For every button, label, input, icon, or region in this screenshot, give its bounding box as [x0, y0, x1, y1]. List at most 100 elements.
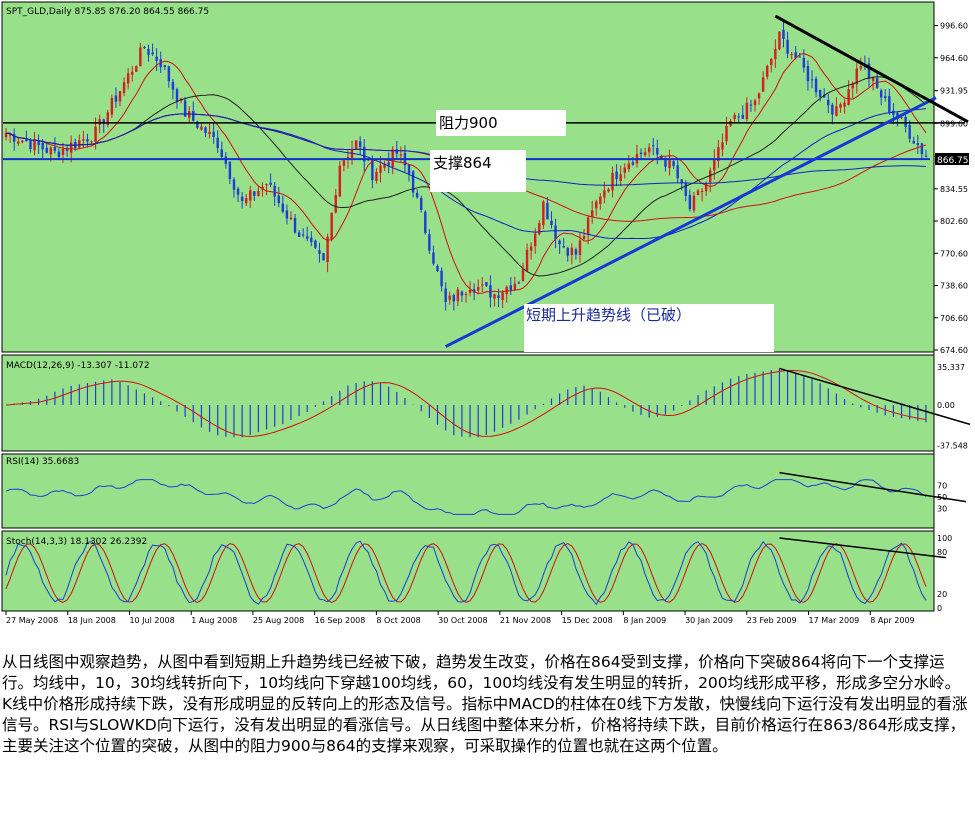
macd-divergence-line — [779, 367, 971, 426]
candle-body-168 — [688, 195, 692, 210]
candle-body-194 — [794, 52, 797, 58]
candle-body-222 — [908, 124, 911, 139]
candle-body-42 — [175, 89, 179, 102]
analysis-text: 从日线图中观察趋势，从图中看到短期上升趋势线已经被下破，趋势发生改变，价格在86… — [2, 653, 968, 755]
candle-body-131 — [538, 223, 541, 235]
price-tick-1: 964.60 — [940, 54, 968, 63]
x-tick-1: 18 Jun 2008 — [68, 616, 116, 625]
candle-body-16 — [69, 142, 73, 153]
x-tick-5: 16 Sep 2008 — [315, 616, 366, 625]
candle-body-149 — [611, 172, 614, 191]
x-tick-10: 8 Jan 2009 — [623, 616, 666, 625]
candle-body-174 — [713, 159, 716, 171]
price-tick-0: 996.60 — [940, 22, 968, 31]
candle-body-38 — [159, 59, 162, 68]
candle-body-175 — [717, 147, 720, 162]
candle-body-68 — [281, 203, 285, 212]
resistance-label: 阻力900 — [439, 114, 498, 132]
candle-body-51 — [212, 131, 215, 138]
candle-body-30 — [126, 73, 130, 84]
candle-body-0 — [4, 133, 8, 138]
candle-body-21 — [90, 141, 93, 143]
candle-body-78 — [322, 253, 325, 261]
candle-body-176 — [721, 142, 724, 150]
candle-body-31 — [130, 71, 134, 75]
candle-body-223 — [912, 140, 915, 144]
candle-body-199 — [814, 78, 818, 93]
candle-body-2 — [12, 133, 16, 142]
candle-body-100 — [411, 171, 415, 193]
candle-body-63 — [261, 186, 264, 190]
candle-body-56 — [232, 179, 236, 190]
candle-body-107 — [440, 270, 443, 287]
candle-body-182 — [745, 102, 749, 120]
rsi-divergence-line — [779, 471, 967, 503]
candle-body-81 — [334, 195, 337, 213]
candle-body-181 — [741, 114, 745, 119]
last-price: 866.75 — [937, 156, 969, 166]
candle-body-134 — [550, 220, 553, 225]
candle-body-39 — [163, 65, 167, 67]
price-tick-3: 899.60 — [940, 119, 968, 128]
candle-body-92 — [379, 165, 382, 173]
candle-body-4 — [21, 140, 24, 143]
candle-body-129 — [529, 246, 533, 251]
candle-body-111 — [456, 289, 460, 302]
candle-body-117 — [481, 284, 484, 286]
price-tick-9: 706.60 — [940, 314, 968, 323]
candle-body-6 — [29, 141, 32, 149]
candle-body-102 — [420, 198, 423, 210]
x-tick-0: 27 May 2008 — [6, 616, 58, 625]
candle-body-36 — [151, 52, 154, 55]
candle-body-127 — [521, 269, 525, 282]
candle-body-113 — [464, 293, 468, 295]
candle-body-85 — [350, 149, 354, 159]
candle-body-77 — [318, 250, 321, 254]
candle-body-118 — [485, 282, 488, 286]
candle-body-217 — [888, 96, 891, 113]
candle-body-132 — [542, 201, 545, 226]
candle-body-186 — [761, 77, 765, 92]
candle-body-215 — [879, 90, 883, 98]
stoch-tick-3: 0 — [937, 604, 942, 613]
candle-body-221 — [904, 116, 907, 127]
candle-body-204 — [835, 106, 838, 116]
support-label: 支撑864 — [433, 154, 492, 172]
candle-body-179 — [733, 114, 736, 120]
candle-body-60 — [249, 190, 252, 201]
candle-body-120 — [493, 294, 496, 299]
price-tick-10: 674.60 — [940, 346, 968, 355]
candle-body-170 — [696, 190, 700, 196]
candle-body-161 — [660, 156, 663, 160]
candle-body-93 — [383, 164, 386, 168]
candle-body-159 — [652, 145, 655, 147]
candle-body-40 — [167, 66, 171, 82]
candle-body-206 — [843, 102, 846, 107]
candle-body-44 — [183, 100, 187, 117]
candle-body-145 — [595, 201, 598, 209]
macd-header: MACD(12,26,9) -13.307 -11.072 — [6, 361, 150, 371]
candle-body-137 — [562, 246, 565, 248]
stoch-tick-2: 20 — [937, 590, 947, 599]
candle-body-193 — [790, 54, 793, 56]
rsi-line — [5, 479, 927, 515]
trendline-label-box — [524, 304, 774, 352]
candle-body-198 — [810, 79, 814, 81]
candle-body-169 — [692, 195, 696, 211]
candle-body-163 — [668, 159, 671, 168]
stoch-header: Stoch(14,3,3) 18.1302 26.2392 — [6, 537, 147, 547]
candle-body-218 — [892, 110, 895, 115]
candle-body-136 — [558, 240, 561, 245]
candle-body-58 — [240, 196, 244, 201]
candle-body-151 — [619, 174, 622, 181]
candle-body-86 — [354, 140, 358, 149]
candle-body-74 — [306, 236, 309, 239]
candle-body-84 — [346, 157, 350, 160]
candle-body-192 — [786, 39, 789, 54]
candle-body-202 — [827, 99, 830, 106]
candle-body-104 — [428, 234, 431, 251]
candle-body-205 — [839, 104, 842, 108]
candle-body-57 — [236, 188, 240, 195]
candle-body-101 — [415, 192, 419, 198]
candle-body-125 — [513, 283, 517, 291]
